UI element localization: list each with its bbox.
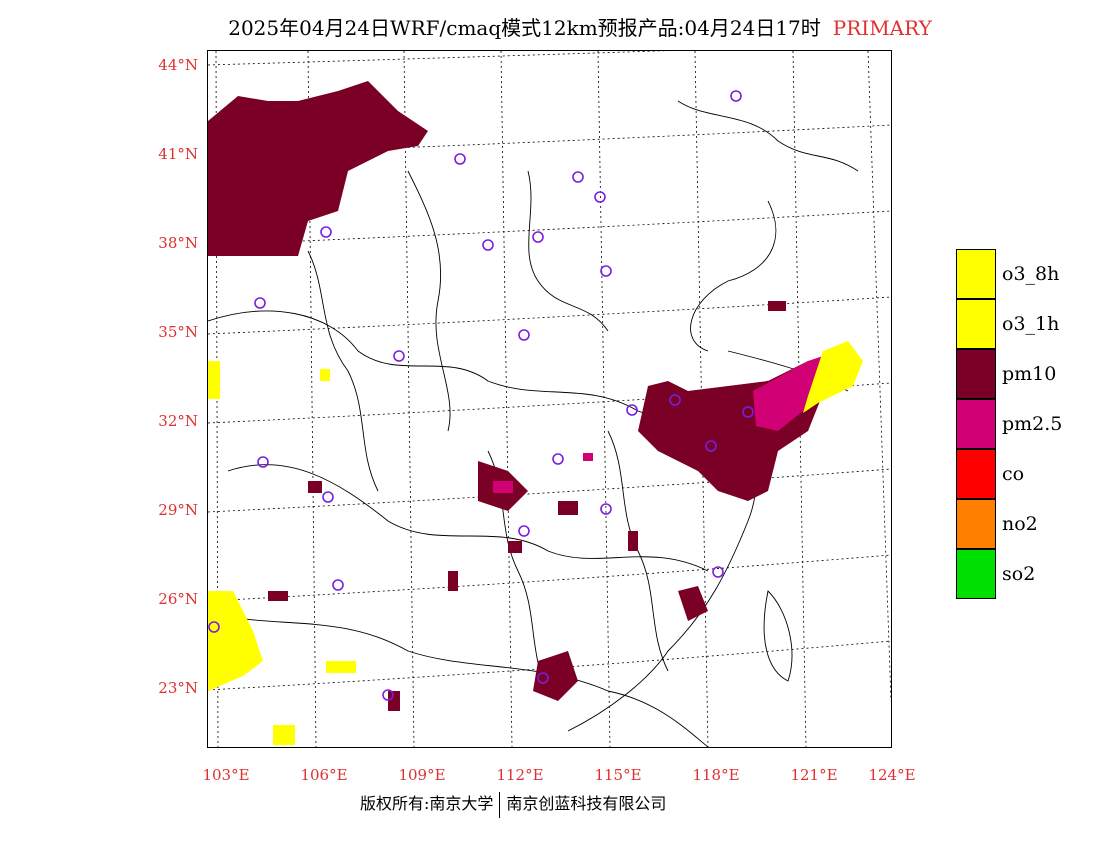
legend-label: co bbox=[1002, 463, 1025, 485]
map-panel[interactable] bbox=[207, 42, 892, 748]
lat-label-32: 32°N bbox=[158, 412, 198, 430]
legend-label: so2 bbox=[1002, 563, 1036, 585]
title-text: 2025年04月24日WRF/cmaq模式12km预报产品:04月24日17时 bbox=[228, 16, 821, 40]
legend-label: pm2.5 bbox=[1002, 413, 1063, 435]
legend-swatch bbox=[956, 549, 996, 599]
legend-label: pm10 bbox=[1002, 363, 1057, 385]
legend-swatch bbox=[956, 399, 996, 449]
footer-separator bbox=[499, 791, 501, 818]
legend-label: no2 bbox=[1002, 513, 1038, 535]
lon-label-106: 106°E bbox=[300, 766, 348, 784]
lon-label-124: 124°E bbox=[868, 766, 916, 784]
lat-label-23: 23°N bbox=[158, 679, 198, 697]
legend-swatch bbox=[956, 449, 996, 499]
monitoring-stations bbox=[208, 90, 754, 701]
legend-label: o3_8h bbox=[1002, 263, 1060, 285]
copyright-footer: 版权所有:南京大学 南京创蓝科技有限公司 bbox=[360, 790, 666, 818]
lat-label-38: 38°N bbox=[158, 234, 198, 252]
lon-label-112: 112°E bbox=[496, 766, 544, 784]
legend-swatch bbox=[956, 499, 996, 549]
o3-areas bbox=[208, 341, 863, 745]
lon-label-103: 103°E bbox=[202, 766, 250, 784]
lon-label-118: 118°E bbox=[692, 766, 740, 784]
lon-label-115: 115°E bbox=[594, 766, 642, 784]
lat-label-44: 44°N bbox=[158, 56, 198, 74]
lat-label-35: 35°N bbox=[158, 323, 198, 341]
primary-tag: PRIMARY bbox=[832, 16, 932, 40]
copyright-left: 版权所有:南京大学 bbox=[360, 794, 494, 813]
legend-label: o3_1h bbox=[1002, 313, 1060, 335]
legend-swatch bbox=[956, 249, 996, 299]
legend-swatch bbox=[956, 349, 996, 399]
map-title: 2025年04月24日WRF/cmaq模式12km预报产品:04月24日17时 P… bbox=[0, 12, 1100, 41]
lon-label-121: 121°E bbox=[790, 766, 838, 784]
map-canvas bbox=[207, 42, 892, 748]
lat-label-26: 26°N bbox=[158, 590, 198, 608]
copyright-right: 南京创蓝科技有限公司 bbox=[506, 794, 667, 813]
lon-label-109: 109°E bbox=[398, 766, 446, 784]
lat-label-29: 29°N bbox=[158, 501, 198, 519]
pm10-areas bbox=[208, 81, 828, 711]
legend-swatch bbox=[956, 299, 996, 349]
lat-label-41: 41°N bbox=[158, 145, 198, 163]
